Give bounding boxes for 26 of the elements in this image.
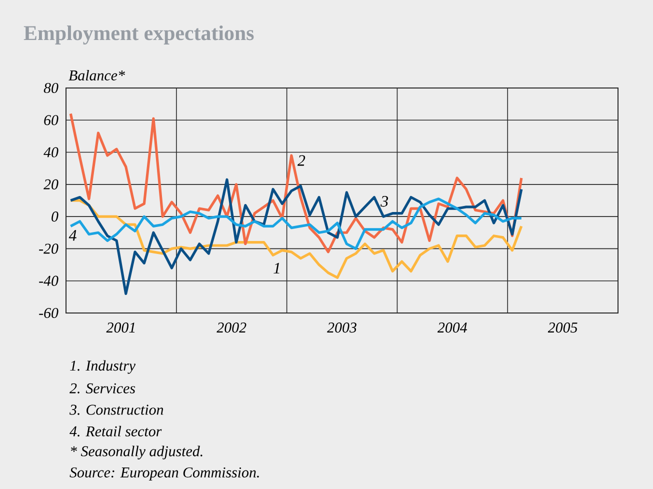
text: 2. Services	[70, 383, 136, 394]
x-tick-label: 2002	[216, 322, 246, 333]
y-tick-label: -40	[39, 276, 58, 286]
series-label: 2	[297, 155, 306, 166]
x-tick-label: 2003	[327, 322, 356, 333]
y-axis-title: Balance*	[68, 70, 125, 80]
series-label: 3	[380, 196, 388, 207]
x-tick-label: 2005	[548, 322, 578, 333]
chart-title: Employment expectations	[24, 25, 254, 45]
x-tick-label: 2004	[437, 322, 468, 333]
y-tick-label: 80	[44, 82, 58, 94]
text: 4. Retail sector	[70, 426, 162, 436]
line-series	[69, 178, 523, 295]
y-tick-label: 60	[44, 115, 58, 126]
text: * Seasonally adjusted.	[70, 446, 202, 460]
y-tick-label: 20	[44, 179, 58, 190]
y-tick-label: 0	[52, 212, 58, 222]
series-label: 1	[274, 262, 280, 274]
y-tick-label: -20	[39, 244, 58, 254]
x-tick-label: 2001	[106, 322, 135, 333]
source-note: Source: European Commission.	[70, 467, 259, 481]
text: 3. Construction	[70, 404, 164, 415]
text: 1. Industry	[70, 360, 136, 374]
y-tick-label: 40	[44, 147, 58, 158]
y-tick-label: -60	[39, 308, 58, 318]
series-label: 4	[68, 230, 76, 241]
